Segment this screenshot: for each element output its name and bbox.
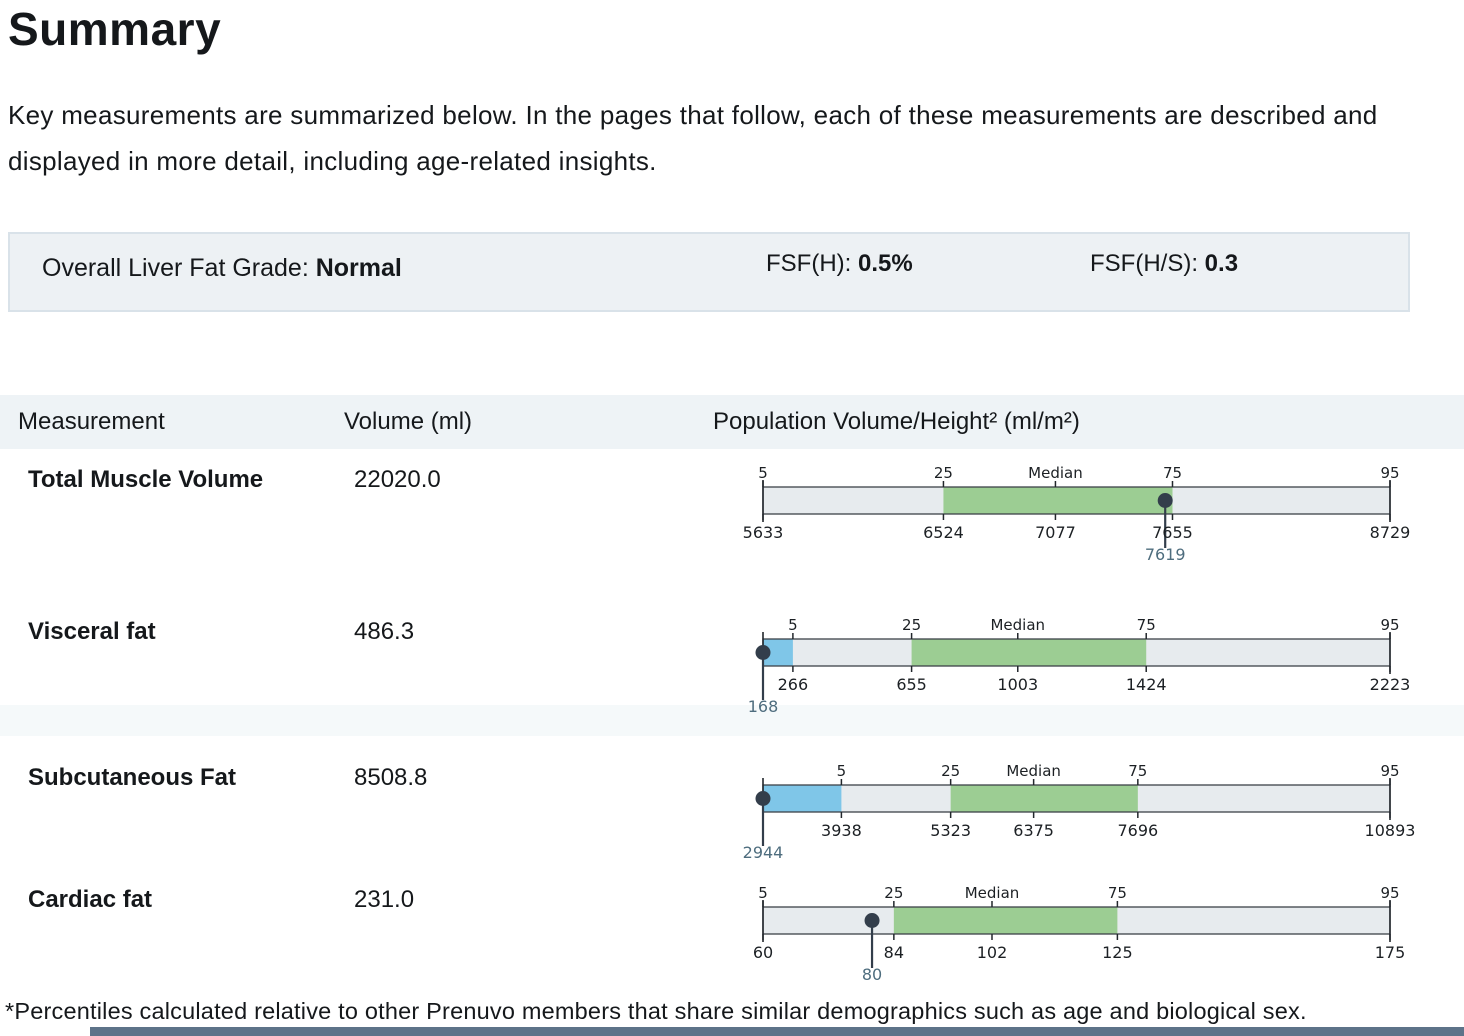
- axis-value-label: 8729: [1370, 523, 1411, 542]
- measurement-volume-value: 22020.0: [354, 466, 441, 493]
- page-title: Summary: [8, 3, 222, 55]
- percentile-chart: 5 25 Median 75 95 5633 6524 7077 7655 8729 7619: [743, 464, 1411, 564]
- fsf-h: FSF(H): 0.5%: [766, 250, 913, 278]
- marker-value-label: 168: [748, 697, 779, 716]
- axis-value-label: 10893: [1365, 821, 1416, 840]
- column-header-volume: Volume (ml): [344, 408, 473, 435]
- marker-value-label: 7619: [1145, 545, 1186, 564]
- measurement-row: Cardiac fat 231.0 5 25 Median 75 95 60 84 102 125 1…: [0, 880, 1464, 1024]
- axis-percentile-label: 75: [1163, 464, 1182, 482]
- axis-percentile-label: 5: [788, 616, 798, 634]
- axis-value-label: 102: [977, 943, 1008, 962]
- axis-value-label: 6375: [1013, 821, 1054, 840]
- axis-percentile-label: 75: [1108, 884, 1127, 902]
- axis-value-label: 175: [1375, 943, 1406, 962]
- fsf-hs: FSF(H/S): 0.3: [1090, 250, 1238, 278]
- axis-percentile-label: Median: [1028, 464, 1083, 482]
- axis-percentile-label: 5: [758, 464, 768, 482]
- liver-fat-grade-label: Overall Liver Fat Grade:: [42, 254, 309, 282]
- axis-value-label: 655: [896, 675, 927, 694]
- measurement-volume-value: 8508.8: [354, 764, 428, 791]
- axis-value-label: 3938: [821, 821, 862, 840]
- measurement-label: Cardiac fat: [28, 886, 153, 913]
- measurement-label: Total Muscle Volume: [28, 466, 264, 493]
- row-separator-band: [0, 705, 1464, 736]
- chart-green-band: [950, 785, 1138, 812]
- liver-fat-grade-value: Normal: [315, 254, 402, 282]
- measurement-volume-value: 231.0: [354, 886, 415, 913]
- axis-percentile-label: 95: [1380, 884, 1399, 902]
- axis-value-label: 125: [1102, 943, 1133, 962]
- chart-marker-dot: [864, 913, 880, 928]
- measurement-row: Total Muscle Volume 22020.0 5 25 Median 75 95 5…: [0, 460, 1464, 604]
- measurement-volume-value: 486.3: [354, 618, 415, 645]
- measurement-row: Visceral fat 486.3 5 25 Median 75 95 266 655 1003…: [0, 612, 1464, 756]
- measurement-row: Subcutaneous Fat 8508.8 5 25 Median 75 95 3938 5…: [0, 758, 1464, 902]
- axis-value-label: 7655: [1152, 523, 1193, 542]
- column-header-measurement: Measurement: [18, 408, 165, 435]
- intro-text: Key measurements are summarized below. I…: [8, 100, 1378, 176]
- axis-percentile-label: 95: [1380, 762, 1399, 780]
- axis-percentile-label: Median: [1006, 762, 1061, 780]
- chart-green-band: [943, 487, 1173, 514]
- axis-percentile-label: 5: [837, 762, 847, 780]
- axis-value-label: 7696: [1117, 821, 1158, 840]
- page-bottom-bar: [90, 1027, 1464, 1036]
- chart-blue-band: [763, 785, 842, 812]
- axis-value-label: 266: [778, 675, 809, 694]
- axis-percentile-label: 75: [1128, 762, 1147, 780]
- axis-percentile-label: 25: [934, 464, 953, 482]
- axis-value-label: 5633: [743, 523, 784, 542]
- percentile-chart: 5 25 Median 75 95 3938 5323 6375 7696 10893 2944: [743, 762, 1416, 862]
- marker-value-label: 80: [862, 965, 882, 984]
- axis-percentile-label: 95: [1380, 616, 1399, 634]
- fsf-h-label: FSF(H):: [766, 250, 852, 277]
- percentile-footnote: *Percentiles calculated relative to othe…: [5, 998, 1307, 1024]
- axis-percentile-label: 95: [1380, 464, 1399, 482]
- axis-percentile-label: 25: [941, 762, 960, 780]
- axis-value-label: 1003: [997, 675, 1038, 694]
- axis-percentile-label: 75: [1137, 616, 1156, 634]
- table-header-row: Measurement Volume (ml) Population Volum…: [0, 395, 1464, 449]
- axis-value-label: 2223: [1370, 675, 1411, 694]
- axis-value-label: 60: [753, 943, 773, 962]
- fsf-hs-value: 0.3: [1204, 250, 1239, 277]
- column-header-population: Population Volume/Height² (ml/m²): [713, 408, 1080, 435]
- chart-green-band: [911, 639, 1147, 666]
- measurement-label: Visceral fat: [28, 618, 156, 645]
- axis-percentile-label: 5: [758, 884, 768, 902]
- chart-green-band: [893, 907, 1118, 934]
- chart-marker-dot: [1157, 493, 1173, 508]
- chart-marker-dot: [755, 645, 771, 660]
- axis-value-label: 5323: [930, 821, 971, 840]
- axis-percentile-label: 25: [884, 884, 903, 902]
- axis-percentile-label: Median: [990, 616, 1045, 634]
- axis-value-label: 1424: [1126, 675, 1167, 694]
- measurement-label: Subcutaneous Fat: [28, 764, 237, 791]
- fsf-hs-label: FSF(H/S):: [1090, 250, 1198, 277]
- fsf-h-value: 0.5%: [857, 250, 913, 277]
- liver-fat-grade: Overall Liver Fat Grade: Normal: [42, 254, 402, 283]
- liver-fat-summary-box: Overall Liver Fat Grade: Normal FSF(H): …: [8, 232, 1410, 312]
- axis-percentile-label: Median: [965, 884, 1020, 902]
- percentile-chart: 5 25 Median 75 95 266 655 1003 1424 2223 168: [748, 616, 1411, 716]
- axis-value-label: 6524: [923, 523, 964, 542]
- percentile-chart: 5 25 Median 75 95 60 84 102 125 175 80: [753, 884, 1406, 984]
- axis-percentile-label: 25: [902, 616, 921, 634]
- axis-value-label: 84: [884, 943, 904, 962]
- chart-marker-dot: [755, 791, 771, 806]
- marker-value-label: 2944: [743, 843, 784, 862]
- axis-value-label: 7077: [1035, 523, 1076, 542]
